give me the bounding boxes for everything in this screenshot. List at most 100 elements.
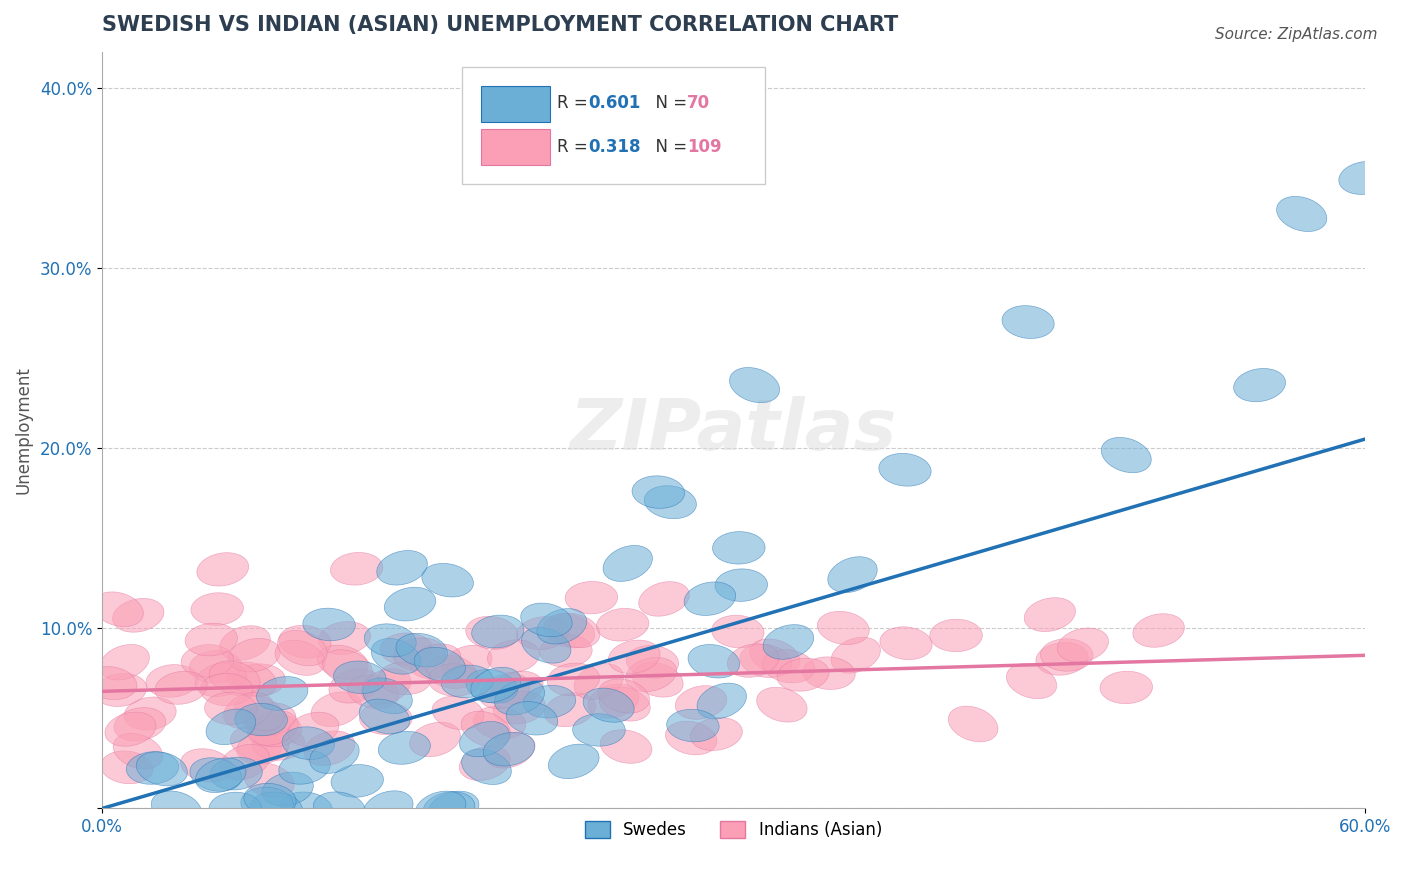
Ellipse shape — [396, 633, 447, 667]
Ellipse shape — [763, 624, 814, 659]
Ellipse shape — [596, 608, 648, 641]
Ellipse shape — [224, 692, 273, 729]
Ellipse shape — [547, 663, 600, 696]
Y-axis label: Unemployment: Unemployment — [15, 367, 32, 494]
Ellipse shape — [474, 706, 526, 739]
Ellipse shape — [329, 669, 380, 703]
Ellipse shape — [461, 749, 512, 784]
Ellipse shape — [688, 645, 740, 678]
Text: 70: 70 — [686, 95, 710, 112]
Ellipse shape — [363, 791, 413, 826]
Ellipse shape — [318, 622, 371, 655]
Ellipse shape — [288, 712, 339, 747]
Ellipse shape — [100, 644, 149, 680]
Ellipse shape — [101, 751, 153, 784]
Ellipse shape — [409, 723, 460, 756]
Ellipse shape — [333, 661, 387, 694]
Ellipse shape — [330, 764, 384, 797]
Ellipse shape — [441, 665, 494, 698]
Ellipse shape — [665, 721, 717, 755]
Ellipse shape — [609, 640, 659, 673]
Ellipse shape — [311, 692, 361, 727]
Ellipse shape — [127, 752, 179, 784]
Ellipse shape — [1339, 161, 1391, 194]
Ellipse shape — [1133, 614, 1184, 648]
Text: 0.318: 0.318 — [588, 138, 641, 156]
Ellipse shape — [207, 709, 256, 745]
Ellipse shape — [250, 792, 302, 825]
Ellipse shape — [666, 709, 718, 742]
Ellipse shape — [633, 663, 683, 698]
Ellipse shape — [219, 744, 270, 780]
Ellipse shape — [423, 792, 475, 825]
Ellipse shape — [415, 791, 465, 826]
Ellipse shape — [544, 614, 595, 648]
Ellipse shape — [280, 792, 333, 825]
Ellipse shape — [600, 730, 652, 764]
Ellipse shape — [236, 731, 288, 764]
Ellipse shape — [152, 791, 201, 826]
Ellipse shape — [112, 599, 165, 632]
Ellipse shape — [180, 748, 232, 782]
Ellipse shape — [520, 603, 572, 637]
Ellipse shape — [697, 683, 747, 719]
Ellipse shape — [364, 624, 416, 657]
Ellipse shape — [231, 726, 281, 760]
Ellipse shape — [879, 453, 931, 486]
Ellipse shape — [136, 752, 187, 786]
Ellipse shape — [1233, 368, 1285, 401]
Ellipse shape — [191, 593, 243, 625]
Ellipse shape — [363, 678, 412, 714]
Ellipse shape — [465, 670, 517, 703]
Ellipse shape — [314, 792, 366, 825]
Ellipse shape — [304, 731, 354, 765]
Ellipse shape — [644, 486, 696, 518]
Text: 109: 109 — [686, 138, 721, 156]
Ellipse shape — [471, 667, 522, 702]
Ellipse shape — [537, 608, 586, 644]
Ellipse shape — [105, 712, 156, 747]
Ellipse shape — [485, 733, 536, 768]
Ellipse shape — [756, 688, 807, 723]
Text: N =: N = — [645, 138, 693, 156]
Ellipse shape — [740, 644, 792, 678]
Ellipse shape — [235, 703, 287, 736]
Ellipse shape — [540, 634, 592, 667]
Ellipse shape — [633, 475, 685, 508]
Ellipse shape — [322, 649, 373, 685]
Ellipse shape — [233, 664, 285, 697]
Ellipse shape — [716, 569, 768, 601]
Ellipse shape — [1099, 672, 1153, 704]
Ellipse shape — [209, 792, 262, 825]
Ellipse shape — [1057, 628, 1108, 662]
Ellipse shape — [523, 685, 575, 718]
Ellipse shape — [309, 738, 359, 773]
Ellipse shape — [378, 731, 430, 764]
Ellipse shape — [94, 673, 146, 706]
Ellipse shape — [1277, 196, 1327, 232]
Ellipse shape — [429, 664, 481, 696]
Ellipse shape — [209, 757, 263, 790]
Text: 0.601: 0.601 — [588, 95, 641, 112]
Ellipse shape — [302, 608, 356, 640]
Ellipse shape — [484, 732, 534, 766]
Ellipse shape — [422, 564, 474, 597]
Ellipse shape — [803, 657, 855, 690]
Ellipse shape — [638, 582, 689, 616]
Ellipse shape — [124, 697, 176, 730]
Ellipse shape — [360, 702, 412, 734]
Ellipse shape — [371, 639, 420, 674]
Ellipse shape — [378, 662, 430, 695]
Ellipse shape — [235, 695, 284, 731]
Ellipse shape — [200, 673, 253, 706]
Ellipse shape — [778, 658, 830, 691]
Ellipse shape — [880, 627, 932, 659]
Ellipse shape — [544, 693, 596, 727]
Ellipse shape — [197, 553, 249, 586]
Ellipse shape — [278, 625, 330, 658]
Ellipse shape — [506, 701, 558, 735]
Text: Source: ZipAtlas.com: Source: ZipAtlas.com — [1215, 27, 1378, 42]
Ellipse shape — [283, 727, 335, 759]
FancyBboxPatch shape — [481, 86, 550, 122]
Ellipse shape — [948, 706, 998, 742]
